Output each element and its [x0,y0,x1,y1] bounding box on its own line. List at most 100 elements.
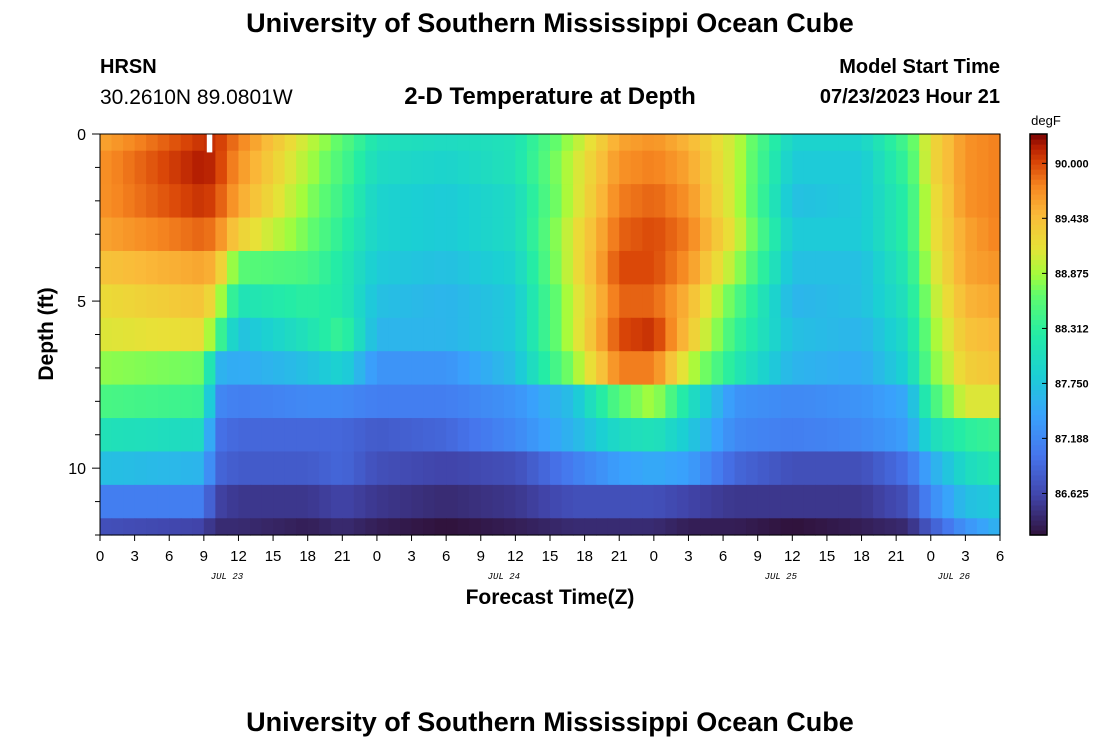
colorbar-segment [1030,314,1047,321]
heatmap-cell [757,518,770,536]
heatmap-cell [365,150,378,185]
heatmap-cell [215,451,228,486]
x-tick-label: 12 [784,548,801,565]
heatmap-cell [907,317,920,352]
heatmap-cell [826,150,840,185]
heatmap-cell [307,134,320,152]
heatmap-cell [180,351,193,386]
heatmap-cell [469,250,482,285]
heatmap-cell [780,384,793,419]
heatmap-cell [838,134,851,152]
heatmap-cell [330,250,343,285]
heatmap-cell [480,351,493,386]
heatmap-cell [803,284,816,319]
heatmap-cell [896,418,909,453]
heatmap-cell [457,351,470,386]
colorbar-segment [1030,449,1047,456]
heatmap-cell [584,150,597,185]
heatmap-cell [573,250,586,285]
model-start-value: 07/23/2023 Hour 21 [819,86,1000,108]
heatmap-cell [353,284,366,319]
heatmap-cell [215,184,228,219]
heatmap-cell [988,184,1001,219]
heatmap-cell [746,518,759,536]
colorbar-tick-label: 86.625 [1055,488,1089,500]
heatmap-cell [723,451,736,486]
heatmap-cell [607,384,620,419]
heatmap-cell [826,317,840,352]
heatmap-cell [123,418,136,453]
heatmap-cell [757,484,770,519]
heatmap-cell [711,250,724,285]
heatmap-cell [446,217,459,252]
heatmap-cell [561,451,574,486]
heatmap-cell [792,518,805,536]
heatmap-cell [619,418,632,453]
heatmap-cell [792,451,805,486]
heatmap-cell [203,317,216,352]
heatmap-cell [123,284,136,319]
heatmap-cell [607,134,620,152]
heatmap-cell [526,518,540,536]
heatmap-cell [480,317,493,352]
heatmap-cell [388,451,401,486]
heatmap-cell [169,351,182,386]
heatmap-cell [111,150,124,185]
heatmap-cell [815,217,828,252]
heatmap-cell [457,518,470,536]
heatmap-cell [676,518,690,536]
heatmap-cell [815,317,828,352]
heatmap-cell [400,184,413,219]
heatmap-cell [838,351,851,386]
heatmap-cell [157,284,170,319]
heatmap-cell [988,351,1001,386]
heatmap-cell [169,518,182,536]
heatmap-cell [907,134,920,152]
heatmap-cell [723,150,736,185]
heatmap-cell [365,518,378,536]
heatmap-cell [111,518,124,536]
x-tick-label: 0 [373,548,381,565]
heatmap-cell [503,351,516,386]
heatmap-cell [780,134,793,152]
heatmap-cell [573,150,586,185]
heatmap-cell [561,134,574,152]
heatmap-cell [896,351,909,386]
heatmap-cell [619,284,632,319]
heatmap-cell [688,451,701,486]
heatmap-cell [676,134,690,152]
heatmap-cell [561,484,574,519]
heatmap-cell [861,134,874,152]
heatmap-cell [238,284,251,319]
heatmap-cell [480,250,493,285]
heatmap-cell [607,451,620,486]
heatmap-cell [503,150,516,185]
heatmap-cell [665,418,678,453]
heatmap-cell [665,184,678,219]
heatmap-cell [180,150,193,185]
heatmap-cell [157,217,170,252]
heatmap-cell [861,518,874,536]
heatmap-cell [896,384,909,419]
heatmap-cell [619,317,632,352]
heatmap-cell [850,150,863,185]
heatmap-cell [457,384,470,419]
heatmap-cell [596,518,609,536]
colorbar-segment [1030,334,1047,341]
heatmap-cell [792,150,805,185]
heatmap-cell [826,451,840,486]
heatmap-cell [296,150,309,185]
heatmap-cell [988,451,1001,486]
heatmap-cell [226,134,240,152]
heatmap-cell [584,317,597,352]
heatmap-cell [665,284,678,319]
heatmap-cell [988,134,1001,152]
heatmap-cell [976,284,990,319]
heatmap-cell [653,217,666,252]
heatmap-cell [792,484,805,519]
heatmap-cell [526,418,540,453]
heatmap-cell [423,518,436,536]
date-label: JUL 24 [488,572,520,582]
heatmap-cell [769,134,782,152]
heatmap-cell [953,284,966,319]
